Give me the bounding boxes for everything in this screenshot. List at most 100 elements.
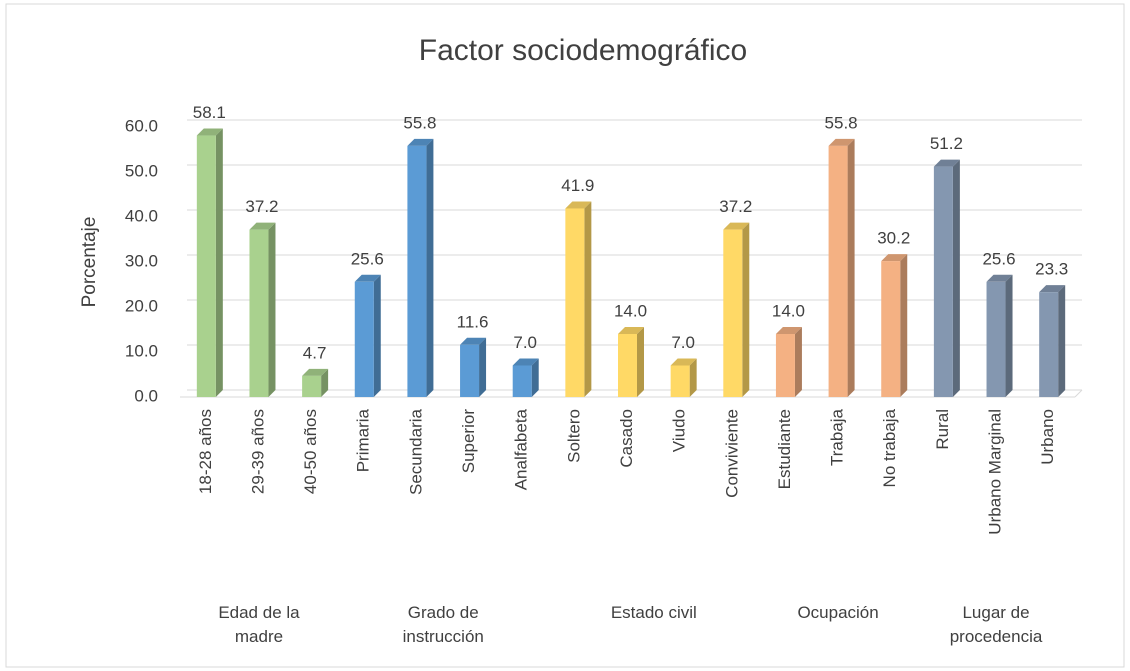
y-tick-label: 30.0: [125, 251, 158, 270]
data-label: 25.6: [982, 249, 1015, 268]
bar-top: [407, 138, 434, 146]
bar: [196, 135, 216, 398]
bar-top: [565, 201, 592, 209]
x-tick-label: Urbano Marginal: [986, 409, 1005, 535]
x-axis-depth: [1074, 389, 1083, 398]
bar-side: [900, 254, 908, 397]
group-label: Lugar de procedencia: [949, 603, 1043, 646]
y-tick-label: 50.0: [125, 161, 158, 180]
bar-top: [618, 327, 644, 334]
bar-side: [1058, 285, 1066, 397]
y-tick-label: 20.0: [125, 296, 158, 315]
data-label: 55.8: [825, 113, 858, 132]
bar-top: [933, 159, 960, 167]
bar-side: [268, 222, 276, 397]
bar: [460, 344, 480, 397]
x-tick-label: Casado: [617, 409, 636, 468]
data-label: 30.2: [877, 229, 910, 248]
bar-top: [986, 274, 1013, 282]
chart-border: [5, 3, 1125, 668]
bar: [670, 365, 690, 397]
bar-top: [460, 337, 487, 345]
y-tick-label: 40.0: [125, 206, 158, 225]
bar-top: [302, 368, 329, 376]
y-tick-label: 0.0: [134, 386, 158, 405]
data-label: 23.3: [1035, 260, 1068, 279]
bar-side: [321, 368, 329, 397]
bar-top: [881, 254, 908, 262]
bar: [407, 145, 427, 397]
data-label: 4.7: [303, 343, 327, 362]
group-label: Edad de la madre: [218, 603, 300, 646]
x-tick-label: Viudo: [670, 409, 689, 452]
x-tick-label: 40-50 años: [301, 409, 320, 494]
x-tick-label: Urbano: [1038, 409, 1057, 465]
x-tick-label: Superior: [459, 409, 478, 474]
bar-side: [426, 138, 434, 397]
bar-side: [215, 128, 223, 398]
data-label: 11.6: [457, 312, 489, 331]
bar: [775, 334, 795, 397]
data-label: 55.8: [403, 113, 436, 132]
bar-side: [531, 358, 539, 397]
bar: [565, 208, 585, 397]
chart-title: Factor sociodemográfico: [419, 34, 747, 67]
bar-side: [584, 201, 592, 397]
bar-side: [479, 337, 487, 397]
data-label: 7.0: [671, 333, 695, 352]
data-label: 7.0: [513, 333, 537, 352]
x-tick-label: Rural: [933, 409, 952, 450]
bar-top: [512, 358, 539, 366]
bar-side: [689, 358, 697, 397]
y-tick-label: 10.0: [125, 341, 158, 360]
y-axis-label: Porcentaje: [79, 217, 100, 308]
x-tick-label: Primaria: [354, 408, 373, 472]
bar-side: [794, 327, 802, 397]
data-label: 37.2: [245, 197, 278, 216]
bar: [723, 229, 743, 397]
bar: [512, 365, 532, 397]
data-label: 58.1: [193, 103, 226, 122]
data-label: 14.0: [614, 301, 647, 320]
data-label: 25.6: [351, 249, 384, 268]
data-label: 37.2: [719, 197, 752, 216]
x-tick-label: Analfabeta: [512, 408, 531, 490]
bar-top: [775, 327, 802, 334]
bar-top: [249, 222, 276, 230]
bar: [354, 281, 374, 397]
x-tick-label: 29-39 años: [248, 409, 267, 494]
bar-top: [670, 358, 697, 366]
x-tick-label: No trabaja: [880, 408, 899, 487]
bar-side: [637, 327, 644, 397]
bar-side: [847, 138, 855, 397]
x-tick-label: Secundaria: [406, 408, 425, 495]
group-label: Ocupación: [797, 603, 879, 622]
bar-side: [952, 159, 960, 397]
bar: [881, 261, 901, 397]
data-label: 14.0: [772, 301, 805, 320]
bar-top: [354, 274, 381, 282]
data-label: 41.9: [561, 176, 594, 195]
bar: [302, 375, 322, 397]
bar-side: [742, 222, 750, 397]
data-label: 51.2: [930, 134, 963, 153]
x-tick-label: 18-28 años: [196, 409, 215, 494]
bar-top: [196, 128, 223, 136]
y-tick-label: 60.0: [125, 116, 158, 135]
bar-top: [723, 222, 750, 230]
x-tick-label: Soltero: [564, 409, 583, 463]
x-tick-label: Conviviente: [722, 409, 741, 498]
bar: [618, 334, 637, 397]
group-label: Estado civil: [610, 603, 697, 622]
group-label: Grado de instrucción: [402, 603, 484, 646]
bar-top: [1039, 285, 1066, 293]
bar-side: [373, 274, 381, 397]
bar-side: [1005, 274, 1013, 397]
x-tick-label: Trabaja: [828, 408, 847, 466]
x-tick-label: Estudiante: [775, 409, 794, 489]
bar: [986, 281, 1006, 397]
bar: [828, 145, 848, 397]
bar: [249, 229, 269, 397]
